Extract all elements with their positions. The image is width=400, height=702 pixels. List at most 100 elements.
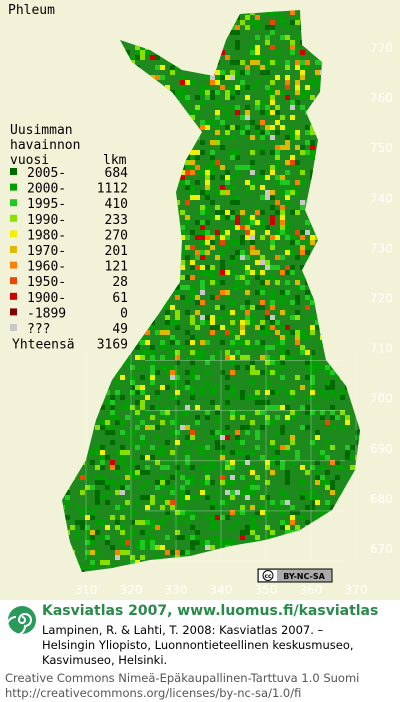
map-cell [240,80,245,85]
map-cell [265,480,270,485]
map-cell [195,165,200,170]
map-cell [255,535,260,540]
map-cell [295,335,300,340]
legend-label: 1980- [27,228,66,243]
map-cell [170,305,175,310]
map-cell [215,90,220,95]
map-cell [280,430,285,435]
northing-label: 760 [370,91,393,105]
map-cell [215,350,220,355]
map-cell [275,280,280,285]
map-cell [85,505,90,510]
map-cell [200,225,205,230]
map-cell [270,455,275,460]
map-cell [270,10,275,15]
map-cell [275,235,280,240]
map-cell [245,215,250,220]
map-cell [250,515,255,520]
map-cell [200,90,205,95]
map-cell [205,340,210,345]
map-cell [255,80,260,85]
map-cell [245,105,250,110]
map-cell [270,355,275,360]
map-cell [235,195,240,200]
map-cell [80,520,85,525]
map-cell [195,110,200,115]
map-cell [165,480,170,485]
map-cell [230,175,235,180]
map-cell [275,415,280,420]
map-cell [225,350,230,355]
map-cell [210,505,215,510]
map-cell [310,300,315,305]
map-cell [255,275,260,280]
map-cell [235,510,240,515]
map-cell [260,150,265,155]
map-cell [290,520,295,525]
map-cell [195,235,200,240]
map-cell [255,485,260,490]
map-cell [130,475,135,480]
map-cell [220,105,225,110]
map-cell [110,425,115,430]
map-cell [200,250,205,255]
map-cell [240,490,245,495]
map-cell [145,465,150,470]
map-cell [150,370,155,375]
map-cell [240,85,245,90]
map-cell [145,340,150,345]
map-cell [285,80,290,85]
map-cell [250,480,255,485]
easting-label: 320 [120,583,143,597]
map-cell [235,200,240,205]
map-cell [335,465,340,470]
map-cell [210,75,215,80]
map-cell [100,475,105,480]
map-cell [270,315,275,320]
map-cell [305,375,310,380]
legend-label: 1990- [27,213,66,228]
map-cell [185,100,190,105]
map-cell [175,310,180,315]
map-cell [220,445,225,450]
map-cell [140,355,145,360]
map-cell [255,400,260,405]
map-cell [150,325,155,330]
map-cell [295,65,300,70]
map-cell [255,435,260,440]
map-cell [100,450,105,455]
map-cell [265,405,270,410]
map-cell [185,440,190,445]
map-cell [265,355,270,360]
map-cell [265,195,270,200]
map-cell [165,405,170,410]
map-cell [215,160,220,165]
map-cell [305,60,310,65]
map-cell [250,490,255,495]
map-cell [290,10,295,15]
map-cell [170,550,175,555]
map-cell [120,490,125,495]
map-cell [225,170,230,175]
map-cell [170,340,175,345]
map-cell [290,410,295,415]
map-cell [225,215,230,220]
map-cell [225,515,230,520]
map-cell [145,520,150,525]
map-cell [265,230,270,235]
legend-swatch [10,261,17,269]
map-cell [115,415,120,420]
map-cell [245,410,250,415]
map-cell [95,505,100,510]
map-cell [220,540,225,545]
map-cell [160,75,165,80]
map-cell [220,185,225,190]
map-cell [280,345,285,350]
map-cell [105,425,110,430]
map-cell [285,190,290,195]
map-cell [235,220,240,225]
map-cell [160,65,165,70]
map-cell [275,110,280,115]
map-cell [160,410,165,415]
map-cell [140,375,145,380]
